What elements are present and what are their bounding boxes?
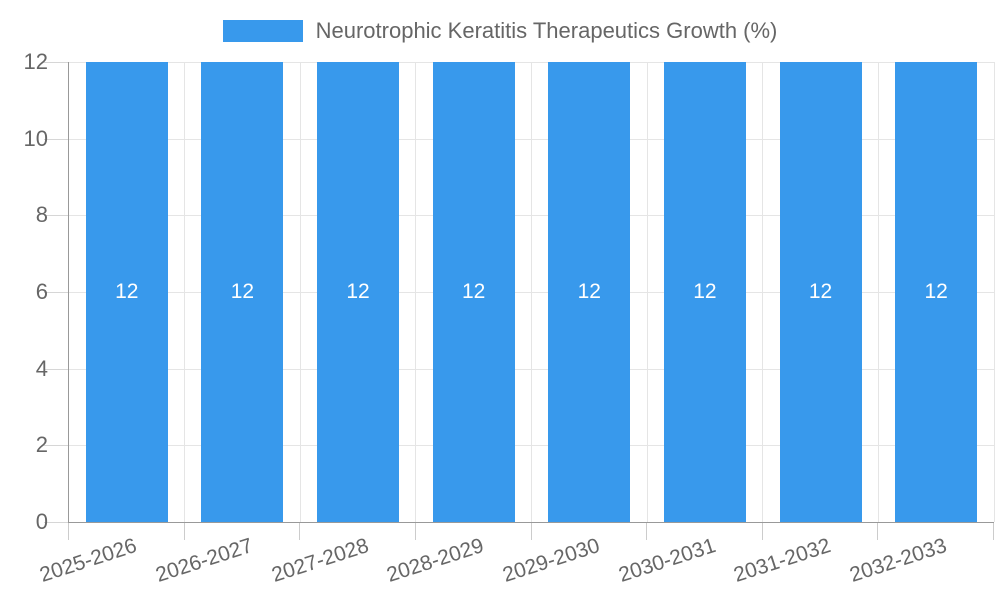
bar-value-label: 12 [924, 280, 948, 303]
y-axis-tick [44, 368, 68, 370]
y-axis-tick-label: 10 [23, 125, 48, 151]
x-axis-tick [993, 523, 994, 540]
x-gridline [184, 62, 186, 522]
bar[interactable]: 12 [548, 62, 631, 522]
y-axis-tick-label: 4 [35, 355, 48, 381]
y-axis-tick-label: 12 [23, 49, 48, 74]
x-axis-tick-label: 2030-2031 [615, 534, 719, 587]
bar[interactable]: 12 [663, 62, 746, 522]
x-axis-tick [299, 523, 301, 540]
y-axis-tick [44, 62, 68, 63]
bar[interactable]: 12 [201, 62, 284, 522]
y-axis-tick-label: 0 [35, 509, 48, 534]
bar-value-label: 12 [808, 280, 833, 303]
y-axis-tick [44, 522, 68, 523]
y-axis-tick-label: 2 [35, 432, 48, 458]
bar-value-label: 12 [115, 280, 139, 303]
bar[interactable]: 12 [317, 62, 400, 522]
x-gridline [877, 62, 879, 522]
x-gridline [762, 62, 764, 522]
x-axis-tick-label: 2027-2028 [268, 534, 372, 587]
y-axis-tick [44, 138, 68, 140]
x-gridline [415, 62, 417, 522]
y-axis-tick-label: 8 [35, 202, 48, 228]
bar-value-label: 12 [346, 280, 370, 303]
x-axis-tick-label: 2026-2027 [152, 534, 256, 587]
x-axis-tick-label: 2032-2033 [846, 534, 950, 587]
x-gridline [646, 62, 648, 522]
x-axis-tick [414, 523, 416, 540]
chart-legend[interactable]: Neurotrophic Keratitis Therapeutics Grow… [0, 18, 1000, 44]
x-axis-tick [877, 523, 879, 540]
legend-label: Neurotrophic Keratitis Therapeutics Grow… [315, 18, 778, 43]
x-axis-tick [68, 523, 69, 540]
plot-area: 12 12 12 12 12 12 12 12 [68, 62, 995, 523]
x-axis-tick [183, 523, 185, 540]
bar-value-label: 12 [577, 280, 601, 303]
bar-value-label: 12 [693, 280, 717, 303]
bar-value-label: 12 [230, 280, 255, 303]
x-axis-tick [530, 523, 532, 540]
bar[interactable]: 12 [432, 62, 515, 522]
x-gridline [993, 62, 995, 522]
x-axis-tick [646, 523, 648, 540]
x-axis-tick [761, 523, 763, 540]
x-axis-tick-label: 2025-2026 [37, 534, 140, 587]
bar[interactable]: 12 [895, 62, 978, 522]
bar[interactable]: 12 [779, 62, 862, 522]
y-axis-tick [44, 215, 68, 217]
x-axis-tick-label: 2031-2032 [731, 534, 834, 587]
y-axis-tick [44, 292, 68, 293]
x-axis-tick-label: 2028-2029 [384, 534, 487, 587]
x-gridline [299, 62, 301, 522]
x-axis-tick-label: 2029-2030 [499, 534, 603, 587]
x-gridline [531, 62, 532, 522]
y-axis-tick-label: 6 [35, 279, 48, 304]
legend-swatch-icon [222, 20, 303, 42]
bar[interactable]: 12 [85, 62, 168, 522]
bar-value-label: 12 [462, 280, 486, 303]
y-axis-tick [44, 445, 68, 447]
